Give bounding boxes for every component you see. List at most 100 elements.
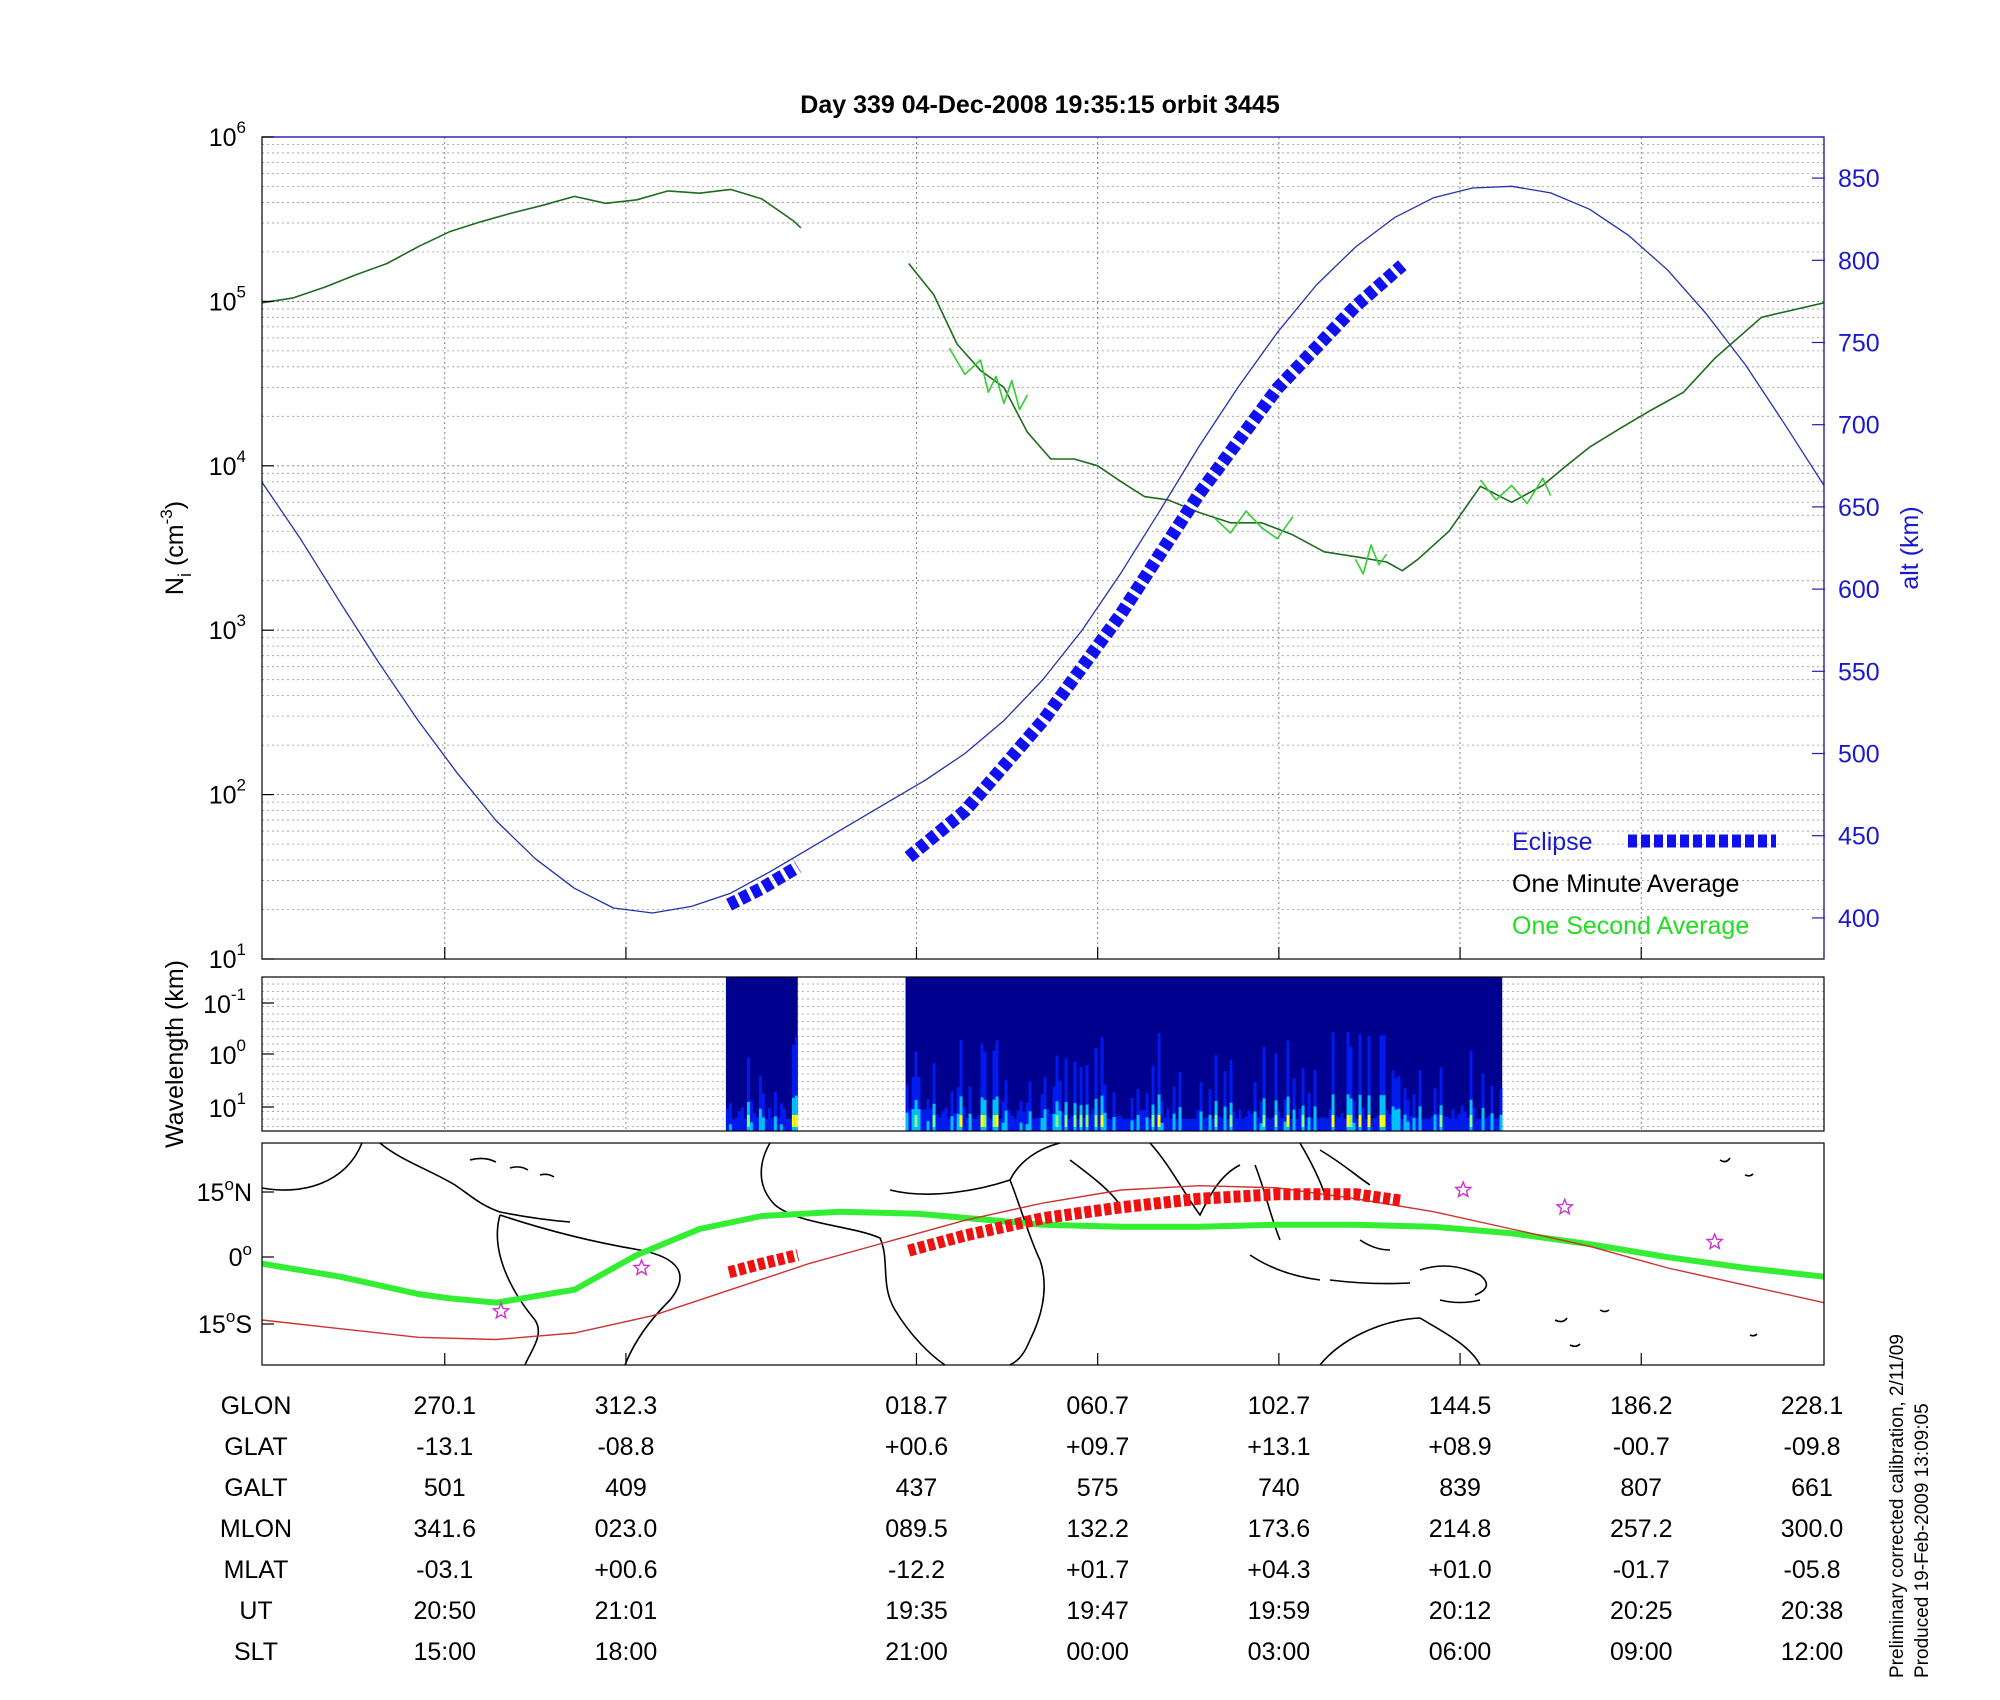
spectrogram-column	[1481, 1073, 1485, 1131]
spectrogram-column	[944, 1107, 948, 1131]
coast-australia	[1319, 1317, 1481, 1366]
spectrogram-column	[1040, 1117, 1044, 1131]
spectrogram-column	[941, 1111, 945, 1131]
spectrogram-column	[1256, 1117, 1260, 1131]
star-marker-icon	[1705, 1232, 1725, 1251]
spectrogram-column	[1091, 1108, 1095, 1131]
table-row-label: SLT	[234, 1638, 278, 1666]
spectrogram-column	[1130, 1098, 1134, 1131]
spectrogram-column	[1358, 1115, 1362, 1127]
spectrogram-column	[905, 1112, 909, 1131]
spectrogram-column	[1250, 1113, 1254, 1131]
spectrogram-column	[905, 1084, 909, 1131]
table-row-label: GALT	[224, 1474, 287, 1502]
spectrogram-column	[1430, 1116, 1434, 1131]
table-cell: +08.9	[1428, 1433, 1491, 1461]
spectrogram-column	[1040, 1094, 1044, 1131]
spectrogram-column	[1334, 1115, 1338, 1131]
spectrogram-column	[938, 1117, 942, 1131]
spectrogram-column	[1313, 1070, 1317, 1131]
spectrogram-column	[1028, 1111, 1032, 1131]
table-cell: -09.8	[1784, 1433, 1841, 1461]
spectrogram-column	[1409, 1116, 1413, 1131]
table-cell: 312.3	[595, 1392, 658, 1420]
spectrogram-column	[914, 1051, 918, 1131]
y2-tick-label: 400	[1838, 905, 1880, 933]
coast-pacific-islands	[1554, 1157, 1758, 1348]
table-cell: -08.8	[597, 1433, 654, 1461]
spectrogram-column	[1466, 1117, 1470, 1131]
spectrogram-column	[1478, 1118, 1482, 1131]
table-cell: 575	[1077, 1474, 1119, 1502]
spectrogram-column	[1172, 1113, 1176, 1131]
spectrogram-column	[1469, 1050, 1473, 1131]
y-tick-label: 106	[209, 118, 246, 152]
spectrogram-column	[1169, 1118, 1173, 1131]
legend: Eclipse One Minute Average One Second Av…	[1512, 828, 1776, 940]
table-cell: 20:25	[1610, 1597, 1673, 1625]
spectrogram-column	[1349, 1046, 1353, 1131]
spectrogram-column	[728, 1103, 732, 1131]
spectrogram-column	[1220, 1117, 1224, 1131]
spectrogram-column	[995, 1115, 999, 1127]
y-tick-label: 102	[209, 776, 246, 810]
left-axis-ticks: 101 102 103 104 105 106	[209, 118, 274, 974]
spectrogram-column	[770, 1117, 774, 1131]
spectrogram-column	[1010, 1115, 1014, 1131]
spectrogram-column	[1115, 1116, 1119, 1131]
spectrogram-column	[1358, 1094, 1362, 1131]
chart-title: Day 339 04-Dec-2008 19:35:15 orbit 3445	[800, 91, 1280, 119]
spectrogram-column	[1142, 1110, 1146, 1131]
spectrogram-column	[1268, 1118, 1272, 1131]
spectrogram-column	[1019, 1122, 1023, 1131]
coast-south-america	[496, 1214, 681, 1366]
spectrogram-column	[1487, 1115, 1491, 1131]
table-cell: 186.2	[1610, 1392, 1673, 1420]
coast-caribbean	[469, 1157, 555, 1178]
spectrogram-column	[788, 1118, 792, 1131]
spectrogram-column	[791, 1097, 795, 1131]
spectrogram-column	[731, 1118, 735, 1131]
spectrogram-column	[950, 1116, 954, 1131]
spectrogram-column	[1214, 1115, 1218, 1127]
table-cell: 09:00	[1610, 1638, 1673, 1666]
spectrogram-column	[761, 1093, 765, 1131]
spectrogram-column	[1178, 1071, 1182, 1131]
spectrogram-column	[1166, 1108, 1170, 1131]
spectrogram-column	[1106, 1118, 1110, 1131]
one-minute-average-line	[261, 188, 802, 304]
spectrogram-column	[1229, 1060, 1233, 1131]
ephemeris-table: GLON 270.1 312.3 018.7 060.7 102.7 144.5 186.2 2…	[220, 1392, 1843, 1666]
spectrogram-column	[1346, 1094, 1350, 1131]
spectrogram-column	[755, 1116, 759, 1131]
spectrogram-column	[962, 1107, 966, 1131]
spectrogram-column	[1235, 1118, 1239, 1131]
table-cell: 437	[896, 1474, 938, 1502]
table-cell: +13.1	[1247, 1433, 1310, 1461]
spectrogram-column	[1490, 1113, 1494, 1131]
spectrogram-column	[965, 1118, 969, 1131]
one-minute-average-line	[908, 262, 1825, 572]
spectrogram-column	[1127, 1118, 1131, 1131]
y-tick-label: 105	[209, 282, 246, 316]
coast-arabia-india	[1009, 1142, 1241, 1217]
spectrogram-column	[1436, 1113, 1440, 1131]
spectrogram-column	[1445, 1116, 1449, 1131]
spectrogram-column	[1016, 1110, 1020, 1131]
spectrogram-column	[1190, 1118, 1194, 1131]
eclipse-track-line	[907, 1188, 1404, 1257]
table-cell: -13.1	[416, 1433, 473, 1461]
spectrogram-column	[1058, 1110, 1062, 1131]
spectrogram-column	[779, 1124, 783, 1131]
spectrogram-column	[1130, 1120, 1134, 1131]
coast-africa	[760, 1142, 1045, 1366]
spectrogram-column	[926, 1121, 930, 1131]
spectrogram-column	[1229, 1115, 1233, 1127]
y-tick-label: 104	[209, 447, 246, 481]
spectrogram-column	[1151, 1065, 1155, 1131]
lat-tick-label: 15oN	[197, 1175, 252, 1207]
spectrogram-column	[1352, 1122, 1356, 1131]
spectrogram-column	[1415, 1117, 1419, 1131]
spectrogram-column	[1457, 1113, 1461, 1131]
